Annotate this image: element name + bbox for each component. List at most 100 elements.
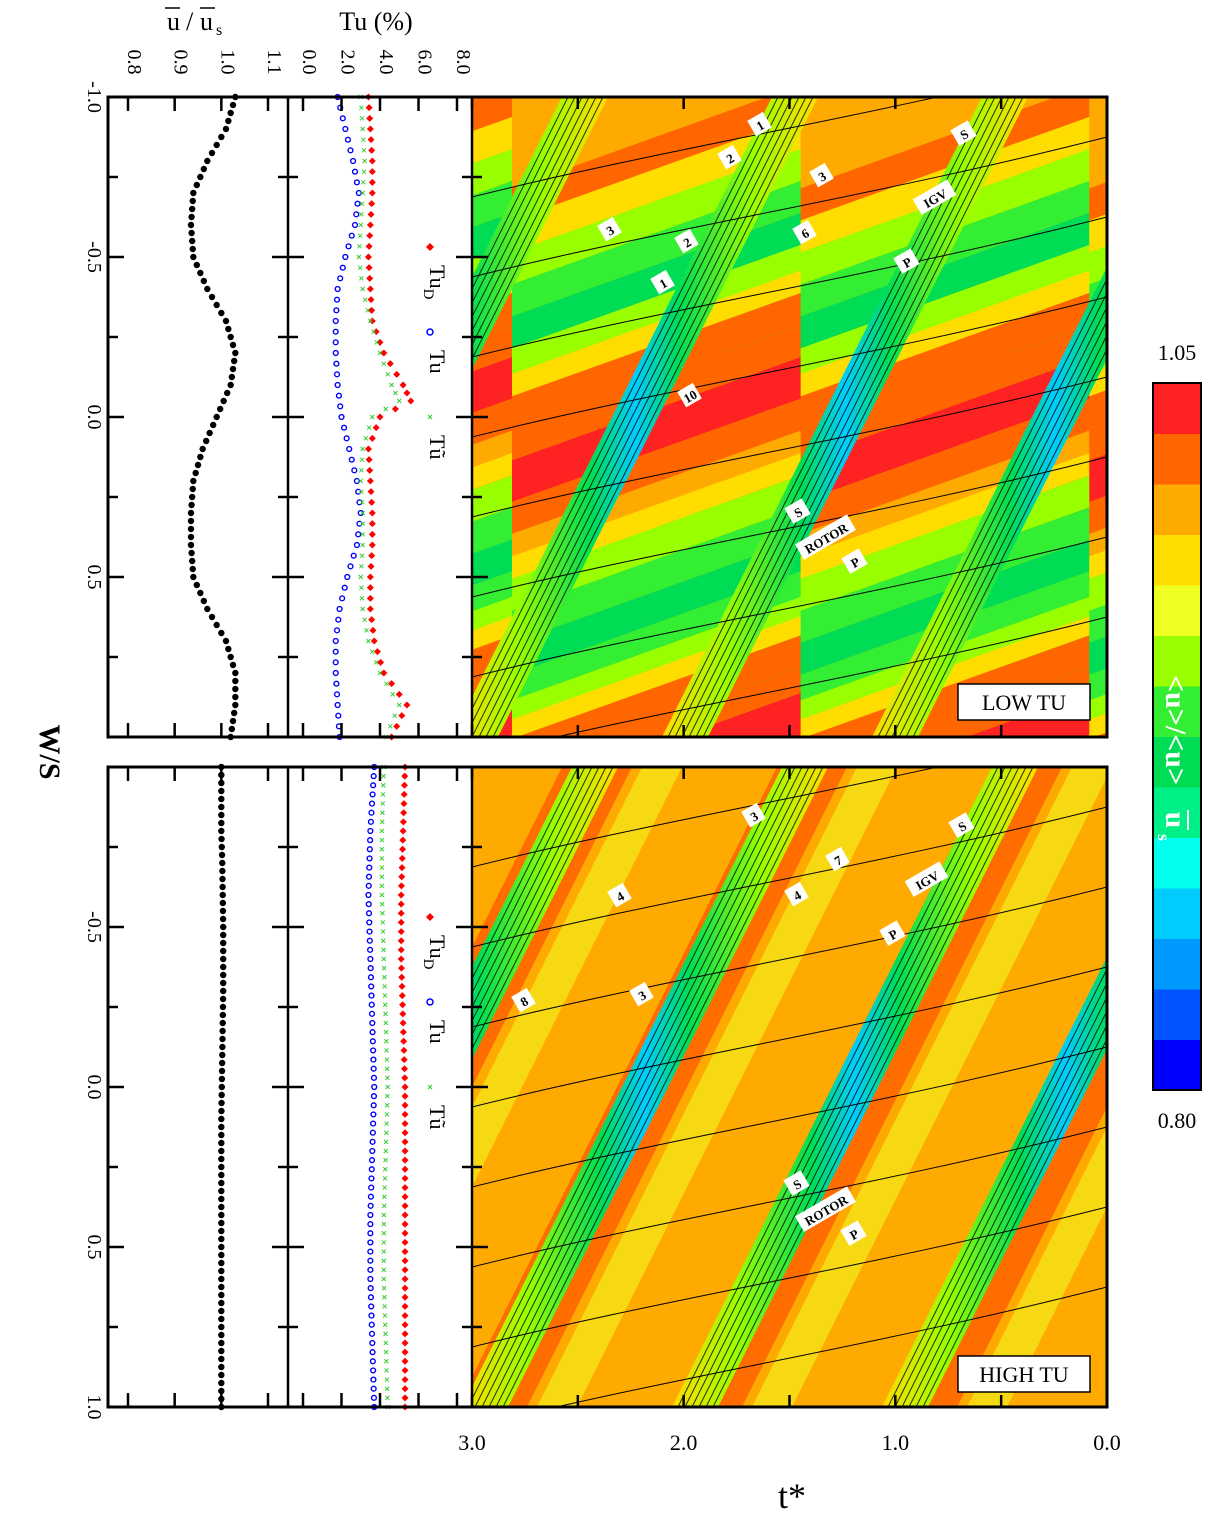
velocity-point	[232, 349, 239, 357]
tu-point	[370, 1385, 377, 1392]
tu-point	[333, 627, 341, 634]
tutilde-point	[384, 1377, 390, 1382]
contour-line	[688, 97, 1010, 737]
velocity-point	[222, 317, 230, 325]
tutilde-point	[377, 350, 383, 356]
legend-label: Tũ	[425, 1105, 450, 1129]
contour-label: 10	[681, 387, 700, 406]
tud-point	[366, 274, 374, 282]
feature-label-box	[783, 1170, 810, 1196]
tud-point	[401, 1248, 409, 1256]
heatmap-cell	[720, 270, 1090, 425]
contour-line	[472, 296, 1107, 438]
velocity-point	[218, 795, 225, 803]
tu-point	[367, 837, 374, 844]
tud-point	[367, 488, 375, 496]
tutilde-point	[380, 938, 386, 944]
tu-point	[367, 955, 374, 963]
ws-axis-label: W/S	[33, 724, 66, 779]
contour-line	[472, 1126, 1107, 1268]
velocity-point	[219, 1019, 226, 1027]
tu-point	[349, 157, 357, 165]
tud-point	[400, 1065, 408, 1073]
tu-point	[369, 1038, 376, 1045]
heatmap-cell	[472, 398, 801, 549]
tud-point	[400, 781, 408, 789]
velocity-point	[232, 693, 239, 701]
velocity-point	[218, 1355, 225, 1363]
tutilde-point	[369, 649, 375, 655]
tu-point	[370, 1093, 378, 1100]
tud-point	[397, 937, 405, 945]
tutilde-point	[366, 425, 372, 431]
contour-line	[472, 456, 1107, 598]
tud-point	[366, 594, 374, 602]
tutilde-point	[380, 782, 386, 788]
tud-point	[399, 1001, 407, 1009]
velocity-point	[219, 1043, 226, 1051]
tu-point	[368, 992, 375, 999]
tu-point	[367, 1257, 374, 1264]
heatmap-cell	[720, 539, 1090, 704]
tud-point	[399, 836, 407, 844]
tu-point	[334, 285, 341, 293]
velocity-point	[218, 1243, 225, 1251]
velocity-point	[202, 437, 210, 445]
tu-point	[365, 882, 372, 889]
tu-point	[367, 1285, 374, 1292]
contour-label-box	[677, 382, 702, 408]
tutilde-point	[373, 659, 379, 665]
velocity-point	[218, 1315, 225, 1323]
colorbar-band	[1153, 433, 1201, 485]
heatmap-cell	[472, 539, 801, 690]
tutilde-point	[379, 837, 385, 843]
contour-line	[472, 767, 614, 1051]
velocity-point	[220, 939, 227, 947]
tutilde-point	[379, 883, 385, 889]
tutilde-point	[382, 1313, 388, 1318]
tutilde-point	[384, 1368, 389, 1373]
tutilde-point	[385, 1093, 390, 1099]
tu-point	[351, 168, 359, 175]
tud-point	[368, 530, 376, 538]
tutilde-point	[379, 874, 385, 880]
tu-point	[369, 1358, 376, 1365]
tu-point	[353, 541, 361, 549]
tud-point	[401, 1394, 409, 1402]
velocity-point	[218, 827, 225, 835]
tu-point	[367, 1202, 374, 1209]
tu-point	[353, 211, 360, 218]
tud-point	[398, 864, 406, 872]
tutilde-point	[383, 1139, 389, 1145]
tud-point	[401, 1229, 409, 1237]
tu-point	[335, 616, 342, 623]
tud-point	[368, 509, 376, 517]
tu-point	[367, 1275, 374, 1283]
velocity-point	[220, 971, 227, 979]
contour-line	[472, 97, 569, 291]
velocity-point	[200, 277, 208, 285]
tutilde-point	[380, 810, 385, 816]
contour-line	[922, 1037, 1107, 1407]
tud-point	[367, 136, 375, 144]
velocity-point	[218, 1219, 225, 1227]
tu-point	[366, 928, 373, 935]
tu-point	[370, 773, 377, 780]
contour-line	[472, 767, 579, 981]
colorbar-frame	[1152, 382, 1202, 1091]
tud-point	[372, 328, 380, 336]
tud-point	[366, 125, 374, 133]
feature-label-box	[912, 179, 957, 215]
tutilde-point	[361, 169, 367, 175]
contour-line	[877, 277, 1107, 737]
tud-point	[407, 397, 415, 405]
velocity-point	[218, 1379, 225, 1387]
tud-point	[401, 772, 409, 780]
tu-point	[353, 477, 361, 485]
tud-point	[401, 1302, 409, 1310]
tutilde-point	[362, 297, 368, 303]
contour-line	[472, 97, 597, 347]
ws-tick-label: 0.0	[83, 1075, 105, 1100]
tutilde-point	[393, 390, 398, 396]
